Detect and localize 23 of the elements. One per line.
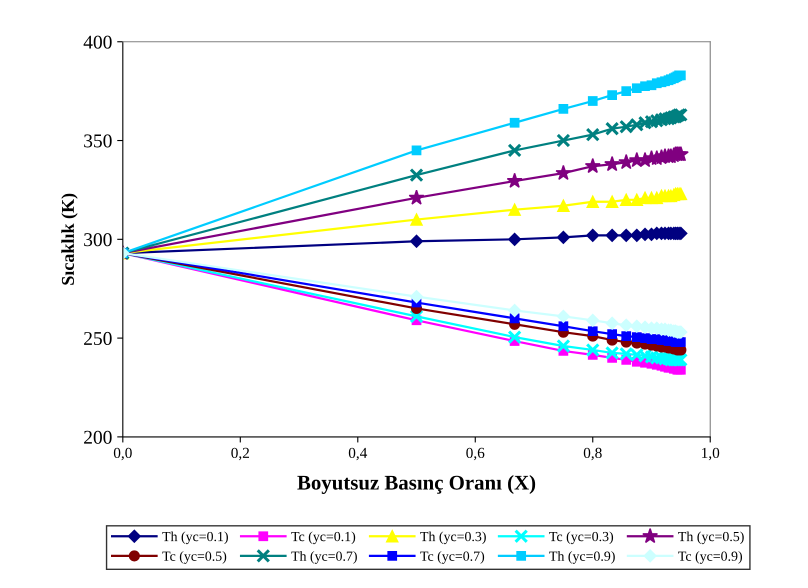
y-tick-label: 200 [84, 430, 112, 444]
legend-label: Th (yc=0.5) [678, 531, 744, 544]
x-tick-label: 0,2 [231, 448, 250, 460]
y-tick-label: 250 [84, 332, 112, 346]
x-tick-label: 0,4 [348, 448, 368, 460]
x-tick-label: 1,0 [702, 448, 720, 460]
y-tick-label: 350 [84, 134, 112, 148]
x-tick-label: 0,0 [114, 448, 132, 460]
x-tick-label: 0,6 [466, 448, 484, 460]
legend-label: Tc (yc=0.1) [291, 531, 356, 544]
legend-label: Tc (yc=0.7) [420, 551, 484, 564]
y-axis-title: Sıcaklık (K) [61, 194, 78, 285]
y-tick-label: 300 [84, 233, 112, 246]
legend-label: Th (yc=0.3) [420, 531, 486, 544]
x-axis-title: Boyutsuz Basınç Oranı (X) [297, 475, 536, 494]
legend-label: Th (yc=0.7) [291, 551, 357, 564]
legend-label: Th (yc=0.9) [549, 551, 615, 564]
x-tick-label: 0,8 [584, 448, 602, 460]
legend-label: Tc (yc=0.9) [678, 551, 742, 564]
legend-label: Tc (yc=0.3) [549, 531, 614, 544]
legend-label: Tc (yc=0.5) [162, 551, 226, 564]
legend-label: Th (yc=0.1) [162, 531, 228, 544]
y-tick-label: 400 [84, 36, 112, 49]
